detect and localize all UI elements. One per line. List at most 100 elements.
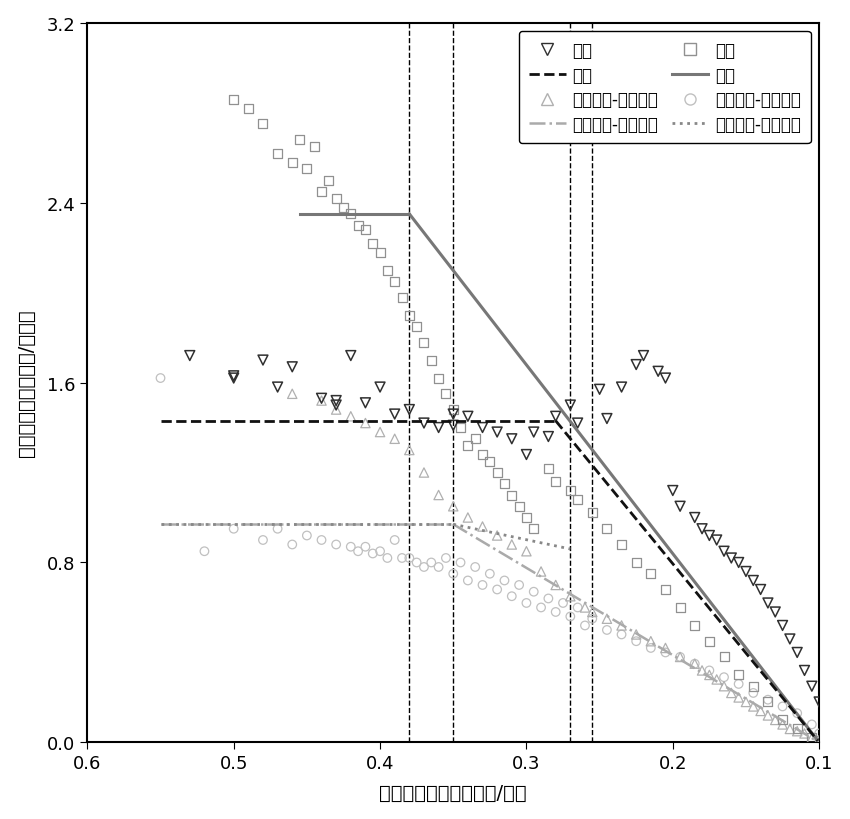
Point: [813, 727, 826, 740]
Point: [535, 601, 548, 614]
Point: [688, 619, 701, 632]
Point: [541, 592, 555, 605]
Point: [300, 529, 314, 542]
Point: [395, 292, 409, 305]
Point: [344, 350, 358, 363]
Point: [403, 444, 416, 457]
Point: [373, 381, 387, 394]
Point: [564, 610, 577, 623]
Point: [446, 500, 460, 514]
Point: [344, 410, 358, 423]
Point: [344, 541, 358, 554]
Point: [417, 466, 431, 479]
Point: [513, 579, 526, 592]
Point: [615, 628, 628, 641]
Point: [359, 417, 372, 430]
Point: [740, 565, 753, 578]
Point: [710, 673, 723, 686]
Point: [541, 462, 555, 475]
Point: [366, 547, 380, 560]
Point: [183, 350, 196, 363]
Point: [241, 102, 255, 115]
Point: [688, 658, 701, 671]
Point: [797, 727, 811, 740]
Point: [813, 695, 826, 708]
Point: [541, 431, 555, 444]
Point: [805, 680, 819, 693]
Point: [556, 597, 570, 610]
Point: [337, 201, 350, 215]
Point: [308, 141, 321, 154]
Point: [271, 523, 285, 536]
Point: [359, 541, 372, 554]
X-axis label: 土壤含水量平均值（克/克）: 土壤含水量平均值（克/克）: [379, 784, 527, 803]
Point: [446, 419, 460, 432]
Point: [505, 590, 518, 603]
Point: [703, 668, 717, 681]
Point: [227, 370, 241, 383]
Point: [256, 118, 269, 131]
Point: [673, 650, 687, 663]
Point: [490, 583, 504, 596]
Point: [592, 383, 606, 396]
Point: [381, 265, 394, 278]
Point: [344, 208, 358, 221]
Point: [432, 422, 445, 435]
Point: [746, 686, 760, 699]
Legend: 葫芦, 葫芦, 南瓜接穗-葫芦砂木, 南瓜接穗-葫芦砂木, 南瓜, 南瓜, 葫芦接穗-南瓜砂木, 葫芦接穗-南瓜砂木: 葫芦, 葫芦, 南瓜接穗-葫芦砂木, 南瓜接穗-葫芦砂木, 南瓜, 南瓜, 葫芦…: [519, 32, 811, 144]
Point: [790, 707, 804, 720]
Point: [600, 413, 614, 426]
Point: [797, 664, 811, 677]
Point: [688, 511, 701, 524]
Point: [571, 417, 585, 430]
Point: [666, 484, 680, 497]
Point: [286, 156, 299, 170]
Point: [754, 583, 768, 596]
Point: [564, 399, 577, 412]
Point: [651, 365, 665, 378]
Point: [373, 426, 387, 439]
Point: [468, 432, 482, 446]
Point: [497, 574, 511, 587]
Point: [527, 586, 541, 599]
Point: [600, 523, 614, 536]
Point: [805, 731, 819, 744]
Point: [724, 552, 738, 565]
Point: [768, 606, 782, 619]
Point: [724, 686, 738, 699]
Point: [659, 372, 672, 385]
Point: [227, 523, 241, 536]
Point: [783, 722, 796, 735]
Point: [790, 725, 804, 738]
Point: [329, 404, 343, 417]
Point: [527, 426, 541, 439]
Point: [403, 404, 416, 417]
Point: [366, 238, 380, 251]
Point: [432, 489, 445, 502]
Point: [417, 561, 431, 574]
Point: [732, 677, 745, 690]
Point: [476, 520, 490, 533]
Point: [432, 372, 445, 385]
Point: [717, 650, 731, 663]
Point: [776, 718, 790, 731]
Point: [761, 695, 774, 708]
Point: [505, 432, 518, 446]
Point: [476, 579, 490, 592]
Point: [776, 700, 790, 713]
Point: [717, 545, 731, 558]
Point: [505, 538, 518, 551]
Point: [600, 623, 614, 636]
Point: [329, 399, 343, 412]
Point: [754, 704, 768, 717]
Point: [659, 583, 672, 596]
Point: [564, 484, 577, 497]
Point: [439, 387, 453, 400]
Point: [154, 372, 167, 385]
Point: [446, 404, 460, 417]
Point: [790, 646, 804, 659]
Point: [746, 700, 760, 713]
Point: [519, 597, 533, 610]
Point: [461, 574, 474, 587]
Point: [673, 650, 687, 663]
